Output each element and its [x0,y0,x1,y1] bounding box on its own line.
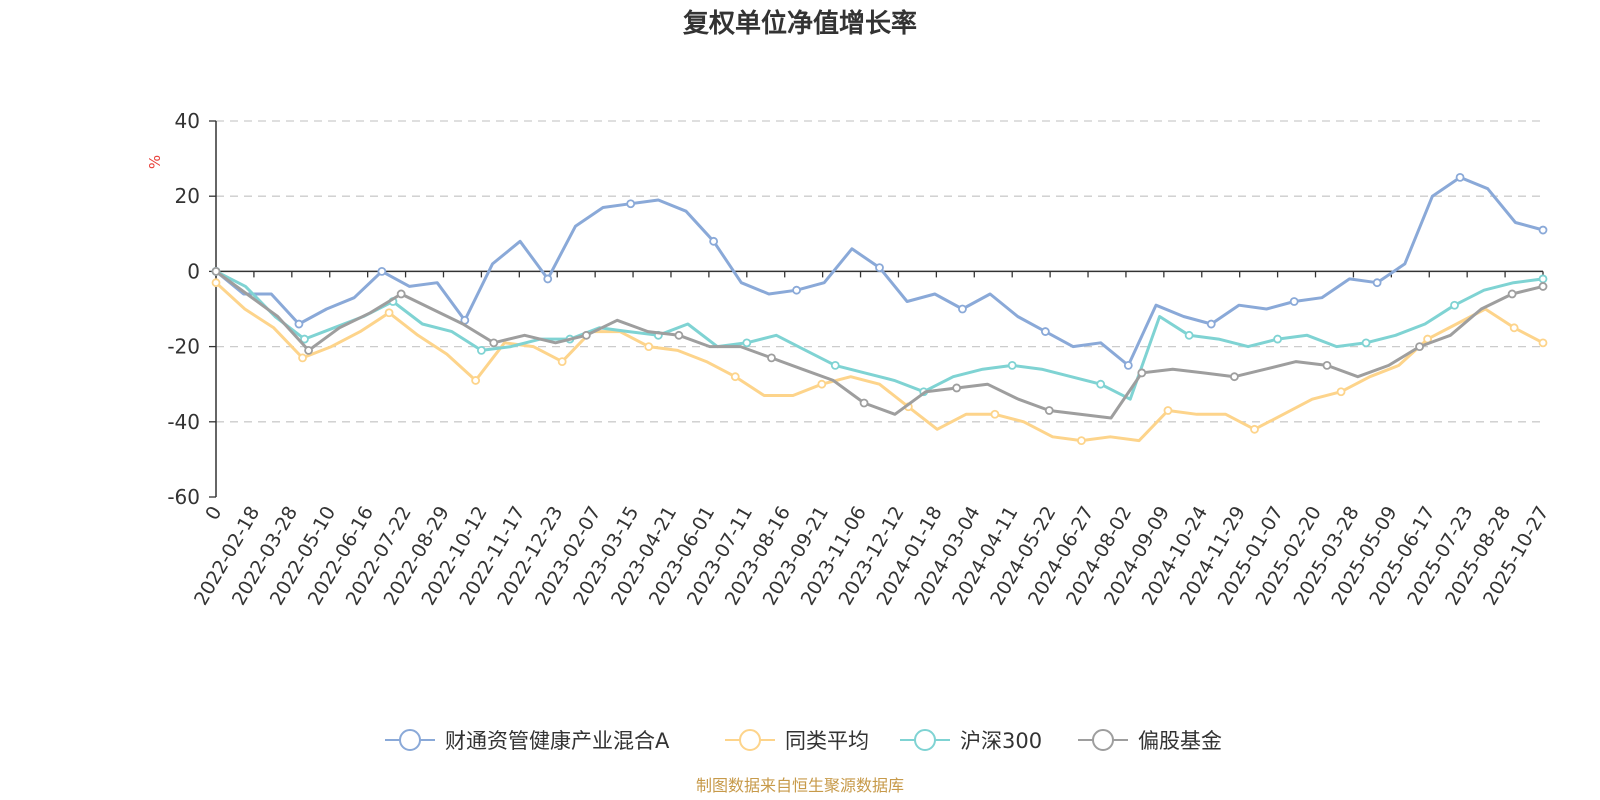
y-tick-label: 0 [187,259,200,283]
data-point[interactable] [476,345,486,355]
axes: 40200-20-40-6002022-02-182022-03-282022-… [167,109,1553,609]
data-point[interactable] [211,266,221,276]
data-point[interactable] [792,285,801,295]
data-point[interactable] [742,338,752,348]
data-source-note: 制图数据来自恒生聚源数据库 [696,776,904,795]
y-axis-unit: % [146,155,164,169]
data-point[interactable] [298,353,307,363]
data-point[interactable] [1455,172,1465,182]
data-point[interactable] [1509,323,1519,333]
series-group[interactable] [211,278,1548,446]
data-point[interactable] [1096,379,1106,389]
data-point[interactable] [300,334,309,344]
data-point[interactable] [1184,330,1194,340]
legend-label: 同类平均 [785,729,869,753]
series-line[interactable] [214,281,1544,443]
legend-marker-icon [739,729,761,751]
data-point[interactable] [1163,406,1173,415]
data-point[interactable] [817,379,827,389]
data-point[interactable] [294,319,304,329]
data-point[interactable] [767,353,776,363]
data-point[interactable] [1538,225,1548,235]
data-point[interactable] [730,372,740,382]
series-line[interactable] [215,270,1544,401]
y-tick-label: 40 [175,109,200,133]
legend-item[interactable]: 沪深300 [900,729,1042,753]
data-point[interactable] [543,274,553,284]
data-point[interactable] [304,345,313,355]
legend-marker-icon [1092,729,1114,751]
legend-label: 偏股基金 [1138,729,1222,753]
data-point[interactable] [1123,360,1133,370]
data-point[interactable] [990,409,1000,419]
grid-lines [216,120,1543,423]
data-point[interactable] [1007,360,1017,370]
data-point[interactable] [471,376,481,385]
data-point[interactable] [644,342,654,352]
data-point[interactable] [859,398,869,408]
data-point[interactable] [1336,387,1346,397]
data-point[interactable] [1137,368,1147,378]
data-point[interactable] [1538,282,1548,291]
data-point[interactable] [1372,278,1382,288]
legend-marker-icon [914,729,936,751]
y-tick-label: -40 [167,410,200,434]
data-point[interactable] [581,330,591,340]
data-point[interactable] [952,383,962,393]
series-line[interactable] [215,270,1544,420]
data-point[interactable] [709,236,719,246]
data-point[interactable] [626,199,636,209]
series-group[interactable] [211,266,1548,401]
series-group[interactable] [211,266,1548,420]
data-point[interactable] [1206,319,1216,329]
data-point[interactable] [1450,300,1459,310]
data-point[interactable] [1040,327,1050,336]
data-point[interactable] [211,278,221,288]
data-point[interactable] [1538,274,1548,284]
data-point[interactable] [1229,372,1239,382]
data-point[interactable] [1273,334,1282,344]
legend-item[interactable]: 偏股基金 [1078,729,1222,753]
data-point[interactable] [384,308,394,318]
series-lines[interactable] [211,172,1548,446]
data-point[interactable] [875,263,884,273]
data-point[interactable] [1415,342,1424,352]
data-point[interactable] [1538,338,1548,348]
data-point[interactable] [1289,297,1299,306]
data-point[interactable] [557,357,567,367]
y-tick-label: -20 [167,335,200,359]
data-point[interactable] [1250,424,1259,434]
data-point[interactable] [1322,360,1332,370]
chart-title: 复权单位净值增长率 [683,8,917,39]
data-point[interactable] [489,338,499,348]
legend[interactable]: 财通资管健康产业混合A 同类平均 沪深300 偏股基金 [385,729,1222,753]
data-point[interactable] [377,266,387,276]
data-point[interactable] [1077,436,1086,446]
x-tick-label: 0 [201,503,226,524]
data-point[interactable] [1361,338,1371,348]
data-point[interactable] [958,304,967,314]
legend-label: 财通资管健康产业混合A [445,729,670,753]
legend-label: 沪深300 [960,729,1042,753]
legend-marker-icon [399,729,421,751]
data-point[interactable] [396,289,406,299]
y-tick-label: 20 [175,184,200,208]
data-point[interactable] [830,360,840,370]
legend-item[interactable]: 财通资管健康产业混合A [385,729,670,753]
y-tick-label: -60 [167,485,200,509]
legend-item[interactable]: 同类平均 [725,729,869,753]
data-point[interactable] [1507,289,1517,299]
data-point[interactable] [1044,406,1054,415]
data-point[interactable] [674,330,684,340]
series-group[interactable] [211,172,1548,370]
